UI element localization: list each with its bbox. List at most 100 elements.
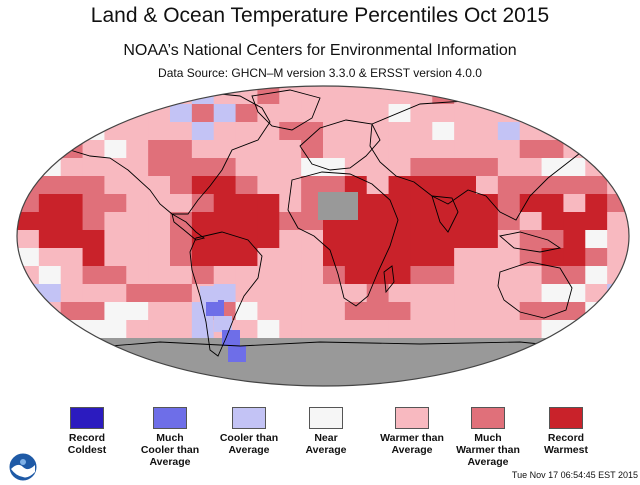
grid-cell: [388, 248, 412, 267]
grid-cell: [104, 230, 127, 249]
grid-cell: [38, 266, 62, 285]
legend-label: Warmer than Average: [380, 432, 444, 456]
grid-cell: [235, 266, 259, 285]
grid-cell: [148, 284, 171, 303]
grid-cell: [607, 248, 629, 267]
grid-cell: [432, 284, 455, 303]
legend-swatch: [153, 407, 187, 429]
grid-cell: [388, 104, 412, 123]
grid-cell: [170, 284, 193, 303]
grid-cell: [410, 302, 433, 321]
grid-cell: [104, 158, 127, 177]
grid-cell: [17, 86, 40, 105]
grid-cell: [148, 266, 171, 285]
grid-cell: [17, 158, 40, 177]
grid-cell: [257, 158, 280, 177]
grid-cell: [148, 158, 171, 177]
grid-cell: [126, 176, 149, 195]
map-title: Land & Ocean Temperature Percentiles Oct…: [90, 4, 550, 27]
grid-cell: [60, 230, 84, 249]
grid-cell: [279, 176, 302, 195]
grid-cell: [454, 158, 477, 177]
grid-cell: [323, 140, 346, 159]
grid-cell: [323, 230, 346, 249]
grid-cell: [257, 212, 280, 231]
grid-cell: [366, 140, 390, 159]
grid-cell: [585, 230, 608, 249]
grid-cell: [213, 266, 237, 285]
grid-cell: [170, 302, 193, 321]
greenland-outline: [251, 89, 321, 131]
grid-cell: [344, 158, 368, 177]
grid-cell: [454, 266, 477, 285]
grid-cell: [476, 158, 499, 177]
grid-cell: [607, 230, 629, 249]
grid-cell: [454, 320, 477, 339]
no-data-region: [17, 338, 629, 386]
grid-cell: [563, 104, 586, 123]
grid-cell: [497, 194, 521, 213]
grid-cell: [519, 176, 543, 195]
grid-cell: [541, 86, 565, 105]
grid-cell: [541, 266, 565, 285]
grid-cell: [170, 230, 193, 249]
grid-cell: [497, 158, 521, 177]
grid-cell: [366, 158, 390, 177]
noaa-logo-icon: [8, 452, 38, 482]
grid-cell: [388, 86, 412, 105]
grid-cell: [323, 320, 346, 339]
grid-cell: [410, 176, 433, 195]
grid-cell: [38, 230, 62, 249]
grid-cell: [38, 104, 62, 123]
grid-cell: [38, 86, 62, 105]
grid-cell: [104, 266, 127, 285]
grid-cell: [497, 140, 521, 159]
grid-cell: [563, 284, 586, 303]
grid-cell: [191, 86, 215, 105]
grid-cell: [497, 86, 521, 105]
grid-cell: [607, 158, 629, 177]
grid-cell: [104, 86, 127, 105]
grid-cell: [60, 176, 84, 195]
grid-cell: [541, 104, 565, 123]
grid-cell: [497, 122, 521, 141]
grid-cell: [323, 176, 346, 195]
grid-cell: [344, 122, 368, 141]
grid-cell: [301, 266, 324, 285]
grid-cell: [82, 140, 106, 159]
grid-cell: [585, 176, 608, 195]
legend-label: Cooler than Average: [219, 432, 279, 456]
grid-cell: [104, 194, 127, 213]
grid-cell: [344, 86, 368, 105]
grid-cell: [432, 140, 455, 159]
grid-cell: [519, 266, 543, 285]
grid-cell: [410, 104, 433, 123]
grid-cell: [497, 212, 521, 231]
grid-cell: [607, 320, 629, 339]
grid-cell: [541, 230, 565, 249]
grid-cell: [476, 194, 499, 213]
grid-cell: [38, 140, 62, 159]
grid-cell: [563, 194, 586, 213]
grid-cell: [366, 86, 390, 105]
grid-cell: [410, 194, 433, 213]
grid-cell: [104, 320, 127, 339]
grid-cell: [563, 248, 586, 267]
grid-cell: [213, 248, 237, 267]
map-border: [16, 85, 630, 387]
grid-cell: [257, 266, 280, 285]
grid-cell: [82, 248, 106, 267]
legend-label: Near Average: [305, 432, 347, 456]
grid-cell: [344, 284, 368, 303]
grid-cell: [323, 302, 346, 321]
grid-cell: [301, 320, 324, 339]
grid-cell: [410, 284, 433, 303]
grid-cell: [388, 320, 412, 339]
grid-cell: [82, 176, 106, 195]
grid-cell: [279, 284, 302, 303]
grid-cell: [366, 284, 390, 303]
grid-cell: [148, 140, 171, 159]
grid-cell: [563, 86, 586, 105]
new-zealand-outline: [585, 317, 599, 341]
grid-cell: [148, 86, 171, 105]
